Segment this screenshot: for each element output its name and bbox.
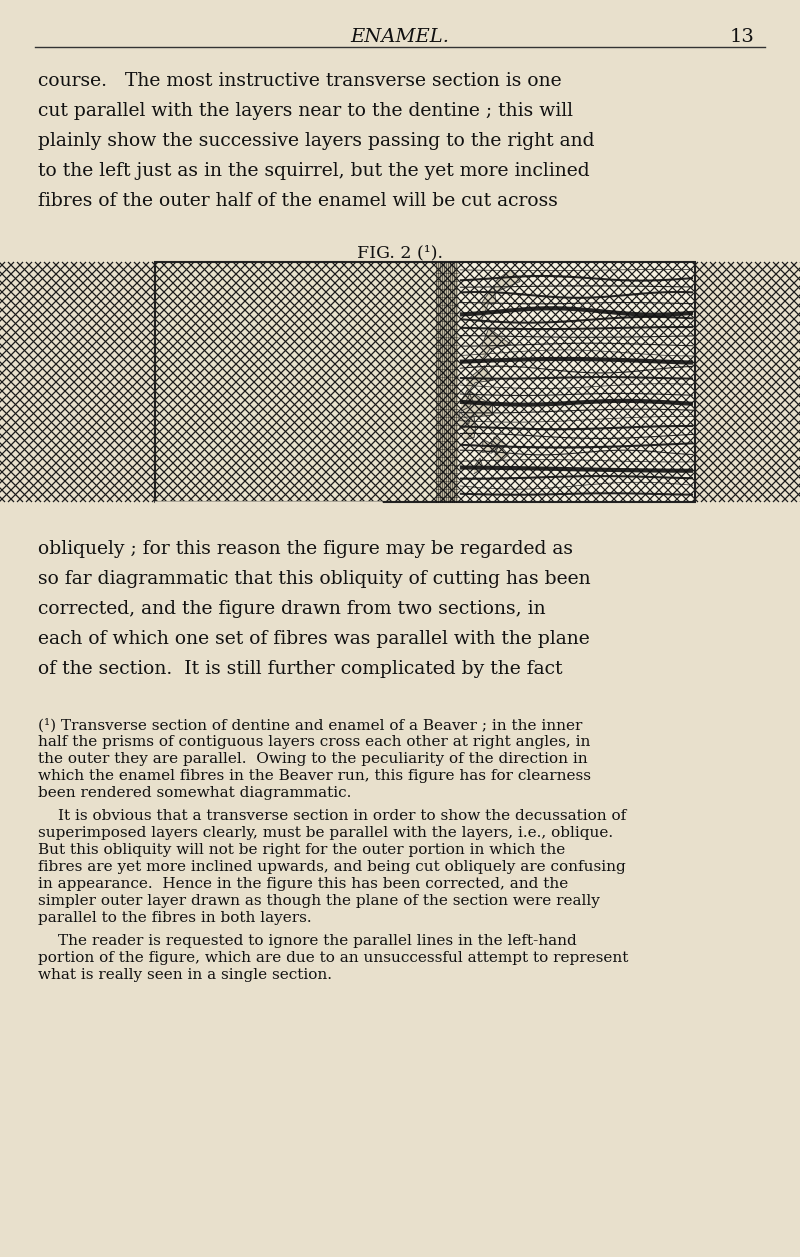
Text: the outer they are parallel.  Owing to the peculiarity of the direction in: the outer they are parallel. Owing to th… — [38, 752, 588, 766]
Polygon shape — [155, 502, 385, 518]
Text: fibres are yet more inclined upwards, and being cut obliquely are confusing: fibres are yet more inclined upwards, an… — [38, 860, 626, 874]
Bar — [436, 261, 458, 502]
Text: parallel to the fibres in both layers.: parallel to the fibres in both layers. — [38, 911, 312, 925]
Text: what is really seen in a single section.: what is really seen in a single section. — [38, 968, 332, 982]
Text: 13: 13 — [730, 28, 755, 47]
Text: (¹) Transverse section of dentine and enamel of a Beaver ; in the inner: (¹) Transverse section of dentine and en… — [38, 718, 582, 733]
Text: corrected, and the figure drawn from two sections, in: corrected, and the figure drawn from two… — [38, 600, 546, 618]
Text: portion of the figure, which are due to an unsuccessful attempt to represent: portion of the figure, which are due to … — [38, 952, 628, 965]
Text: plainly show the successive layers passing to the right and: plainly show the successive layers passi… — [38, 132, 594, 150]
Polygon shape — [474, 459, 482, 474]
Text: superimposed layers clearly, must be parallel with the layers, i.e., oblique.: superimposed layers clearly, must be par… — [38, 826, 613, 840]
Text: The reader is requested to ignore the parallel lines in the left-hand: The reader is requested to ignore the pa… — [58, 934, 577, 948]
Polygon shape — [495, 270, 520, 293]
Text: to the left just as in the squirrel, but the yet more inclined: to the left just as in the squirrel, but… — [38, 162, 590, 180]
Bar — [155, 261, 695, 502]
Polygon shape — [495, 444, 508, 465]
Text: cut parallel with the layers near to the dentine ; this will: cut parallel with the layers near to the… — [38, 102, 573, 119]
Text: simpler outer layer drawn as though the plane of the section were really: simpler outer layer drawn as though the … — [38, 894, 600, 908]
Polygon shape — [464, 415, 475, 440]
Polygon shape — [459, 411, 470, 430]
Text: fibres of the outer half of the enamel will be cut across: fibres of the outer half of the enamel w… — [38, 192, 558, 210]
Text: It is obvious that a transverse section in order to show the decussation of: It is obvious that a transverse section … — [58, 810, 626, 823]
Polygon shape — [482, 328, 511, 360]
Text: half the prisms of contiguous layers cross each other at right angles, in: half the prisms of contiguous layers cro… — [38, 735, 590, 749]
Polygon shape — [466, 366, 494, 395]
Text: course.   The most instructive transverse section is one: course. The most instructive transverse … — [38, 72, 562, 91]
Bar — [155, 261, 436, 502]
Polygon shape — [464, 392, 493, 417]
Polygon shape — [482, 285, 496, 319]
Polygon shape — [482, 440, 497, 453]
Text: each of which one set of fibres was parallel with the plane: each of which one set of fibres was para… — [38, 630, 590, 649]
Text: But this obliquity will not be right for the outer portion in which the: But this obliquity will not be right for… — [38, 843, 566, 857]
Text: FIG. 2 (¹).: FIG. 2 (¹). — [357, 244, 443, 261]
Text: which the enamel fibres in the Beaver run, this figure has for clearness: which the enamel fibres in the Beaver ru… — [38, 769, 591, 783]
Text: ENAMEL.: ENAMEL. — [350, 28, 450, 47]
Polygon shape — [461, 390, 473, 411]
Text: been rendered somewhat diagrammatic.: been rendered somewhat diagrammatic. — [38, 786, 351, 799]
Polygon shape — [491, 437, 506, 454]
Text: in appearance.  Hence in the figure this has been corrected, and the: in appearance. Hence in the figure this … — [38, 877, 568, 891]
Text: so far diagrammatic that this obliquity of cutting has been: so far diagrammatic that this obliquity … — [38, 569, 590, 588]
Text: obliquely ; for this reason the figure may be regarded as: obliquely ; for this reason the figure m… — [38, 541, 573, 558]
Text: of the section.  It is still further complicated by the fact: of the section. It is still further comp… — [38, 660, 562, 678]
Bar — [155, 261, 695, 502]
Bar — [458, 261, 695, 502]
